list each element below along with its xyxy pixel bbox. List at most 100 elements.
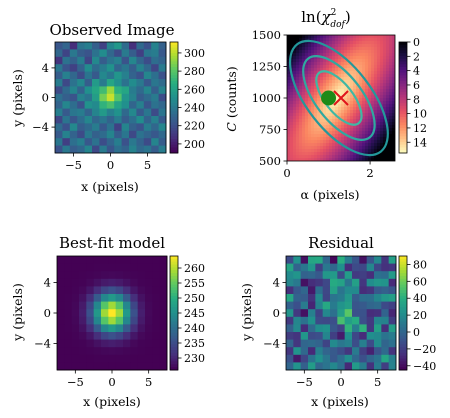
heatmap-cell	[79, 354, 87, 363]
heatmap-cell	[353, 92, 357, 96]
heatmap-cell	[130, 256, 139, 264]
heatmap-cell	[314, 158, 318, 161]
heatmap-cell	[101, 263, 109, 272]
heatmap-cell	[92, 56, 100, 65]
heatmap-cell	[84, 93, 93, 102]
heatmap-cell	[320, 68, 324, 72]
heatmap-cell	[145, 316, 153, 325]
heatmap-cell	[315, 278, 324, 287]
heatmap-cell	[99, 64, 108, 72]
heatmap-cell	[286, 271, 294, 280]
heatmap-cell	[143, 108, 152, 117]
heatmap-cell	[347, 107, 351, 111]
heatmap-cell	[350, 71, 354, 75]
heatmap-cell	[359, 95, 363, 99]
heatmap-cell	[79, 301, 87, 310]
heatmap-cell	[302, 104, 306, 108]
heatmap-cell	[106, 64, 115, 72]
heatmap-cell	[287, 59, 291, 63]
heatmap-cell	[314, 50, 318, 54]
heatmap-cell	[353, 152, 357, 156]
heatmap-cell	[332, 128, 336, 132]
heatmap-cell	[129, 138, 137, 146]
heatmap-cell	[377, 131, 381, 135]
heatmap-cell	[300, 332, 309, 340]
heatmap-cell	[365, 68, 369, 72]
heatmap-cell	[302, 59, 306, 63]
colorbar-segment	[170, 256, 178, 260]
heatmap-cell	[365, 41, 369, 45]
colorbar-tick-label: 235	[184, 337, 205, 350]
heatmap-cell	[300, 316, 309, 325]
heatmap-cell	[380, 110, 384, 114]
heatmap-cell	[143, 71, 152, 80]
heatmap-cell	[84, 64, 93, 72]
heatmap-cell	[362, 98, 366, 102]
heatmap-cell	[377, 137, 381, 141]
heatmap-cell	[69, 93, 78, 102]
heatmap-cell	[143, 130, 152, 139]
heatmap-cell	[137, 332, 146, 340]
heatmap-cell	[293, 140, 297, 144]
heatmap-cell	[330, 324, 338, 333]
heatmap-cell	[353, 98, 357, 102]
heatmap-cell	[371, 98, 375, 102]
heatmap-cell	[371, 44, 375, 48]
heatmap-cell	[143, 56, 152, 65]
heatmap-cell	[129, 49, 137, 58]
heatmap-cell	[356, 71, 360, 75]
heatmap-cell	[92, 49, 100, 58]
heatmap-cell	[371, 137, 375, 141]
heatmap-cell	[371, 152, 375, 156]
heatmap-cell	[320, 65, 324, 69]
heatmap-cell	[380, 116, 384, 120]
heatmap-cell	[57, 263, 65, 272]
heatmap-cell	[287, 158, 291, 161]
heatmap-cell	[106, 101, 115, 109]
heatmap-cell	[326, 122, 330, 126]
heatmap-cell	[365, 74, 369, 78]
heatmap-cell	[290, 122, 294, 126]
heatmap-cell	[362, 122, 366, 126]
heatmap-cell	[326, 128, 330, 132]
heatmap-cell	[143, 145, 152, 154]
heatmap-cell	[286, 324, 294, 333]
heatmap-cell	[377, 86, 381, 90]
heatmap-cell	[136, 42, 145, 50]
heatmap-cell	[337, 294, 346, 302]
heatmap-cell	[64, 278, 73, 287]
heatmap-cell	[314, 38, 318, 42]
heatmap-cell	[374, 256, 382, 264]
heatmap-cell	[79, 278, 87, 287]
heatmap-cell	[130, 286, 139, 295]
heatmap-cell	[79, 339, 87, 348]
heatmap-cell	[374, 62, 378, 66]
colorbar-segment	[399, 290, 407, 294]
heatmap-cell	[302, 50, 306, 54]
heatmap-cell	[326, 50, 330, 54]
heatmap-cell	[380, 65, 384, 69]
heatmap-cell	[130, 339, 139, 348]
heatmap-cell	[311, 146, 315, 150]
heatmap-cell	[374, 56, 378, 60]
heatmap-cell	[64, 286, 73, 295]
heatmap-cell	[323, 149, 327, 153]
colorbar-segment	[170, 355, 178, 360]
heatmap-cell	[137, 256, 146, 264]
heatmap-cell	[365, 86, 369, 90]
heatmap-cell	[344, 263, 353, 272]
heatmap-cell	[320, 86, 324, 90]
heatmap-cell	[320, 92, 324, 96]
heatmap-cell	[115, 286, 124, 295]
heatmap-cell	[381, 362, 390, 371]
heatmap-cell	[347, 104, 351, 108]
heatmap-cell	[62, 130, 71, 139]
heatmap-cell	[314, 134, 318, 138]
heatmap-cell	[293, 77, 297, 81]
heatmap-cell	[389, 41, 393, 45]
heatmap-cell	[381, 301, 390, 310]
heatmap-cell	[380, 128, 384, 132]
heatmap-cell	[389, 122, 393, 126]
heatmap-cell	[115, 271, 124, 280]
heatmap-cell	[386, 53, 390, 57]
